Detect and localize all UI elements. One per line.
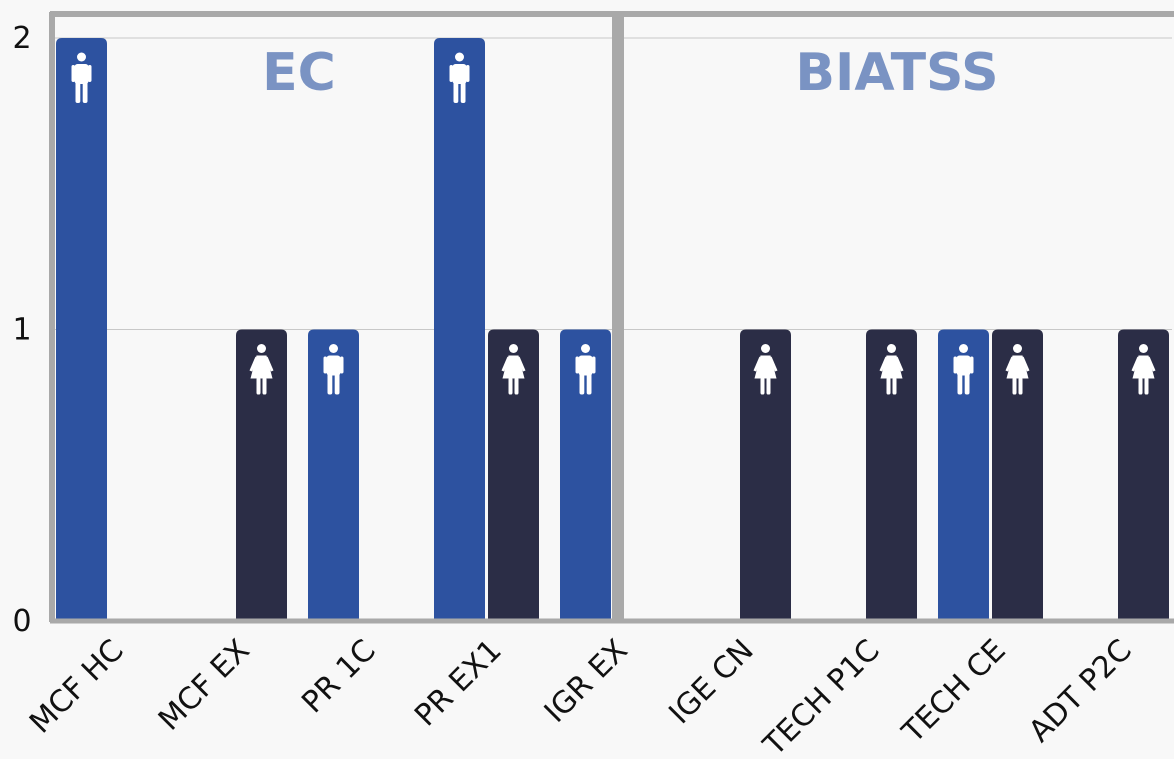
female-icon (879, 344, 904, 395)
x-tick-label: MCF EX (152, 633, 257, 738)
x-tick-label: TECH CE (895, 633, 1013, 751)
male-icon (449, 52, 470, 103)
female-icon (249, 344, 274, 395)
x-axis-ticks: MCF HC MCF EX PR 1C PR EX1 IGR EX IGE CNTECH … (23, 633, 1139, 759)
group-labels: EC BIATSS (262, 43, 998, 103)
x-tick-label: IGR EX (538, 633, 635, 730)
bar-female (866, 329, 917, 621)
bar-male (308, 329, 359, 621)
y-tick-label: 2 (12, 21, 31, 56)
bar-female (1118, 329, 1169, 621)
bar-male (938, 329, 989, 621)
group-label: EC (262, 43, 336, 103)
group-label: BIATSS (795, 43, 998, 103)
female-icon (1131, 344, 1156, 395)
x-tick-label: IGE CN (662, 633, 760, 731)
x-tick-label: ADT P2C (1022, 633, 1138, 749)
bar-female (488, 329, 539, 621)
female-icon (753, 344, 778, 395)
male-icon (575, 344, 596, 395)
bar-male (56, 38, 107, 621)
y-tick-label: 1 (12, 313, 31, 348)
male-icon (953, 344, 974, 395)
female-icon (1005, 344, 1030, 395)
bars (56, 38, 1169, 621)
x-tick-label: PR EX1 (408, 633, 508, 733)
bar-male (434, 38, 485, 621)
x-tick-label: PR 1C (295, 633, 382, 720)
bar-female (992, 329, 1043, 621)
male-icon (323, 344, 344, 395)
female-icon (501, 344, 526, 395)
y-axis-ticks: 0 1 2 (12, 21, 31, 639)
x-tick-label: MCF HC (23, 633, 131, 741)
group-frames (49, 11, 1174, 624)
x-tick-label: TECH P1C (756, 633, 886, 759)
bar-female (236, 329, 287, 621)
male-icon (71, 52, 92, 103)
bar-male (560, 329, 611, 621)
bar-female (740, 329, 791, 621)
y-tick-label: 0 (12, 604, 31, 639)
